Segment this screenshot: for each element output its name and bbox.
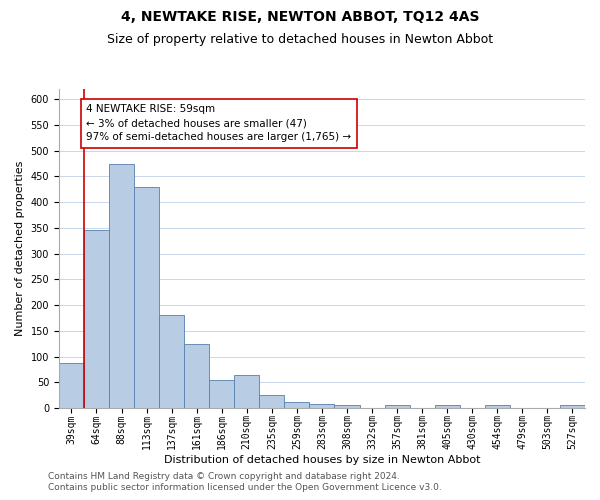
Text: Size of property relative to detached houses in Newton Abbot: Size of property relative to detached ho… — [107, 32, 493, 46]
Bar — [84, 230, 109, 408]
Bar — [259, 395, 284, 408]
Bar — [560, 406, 585, 408]
Bar — [59, 362, 84, 408]
Text: 4 NEWTAKE RISE: 59sqm
← 3% of detached houses are smaller (47)
97% of semi-detac: 4 NEWTAKE RISE: 59sqm ← 3% of detached h… — [86, 104, 352, 142]
Bar — [485, 406, 510, 408]
Bar — [134, 186, 159, 408]
Y-axis label: Number of detached properties: Number of detached properties — [15, 161, 25, 336]
Text: Contains HM Land Registry data © Crown copyright and database right 2024.
Contai: Contains HM Land Registry data © Crown c… — [48, 472, 442, 492]
Bar — [234, 374, 259, 408]
X-axis label: Distribution of detached houses by size in Newton Abbot: Distribution of detached houses by size … — [164, 455, 480, 465]
Bar — [434, 406, 460, 408]
Bar — [209, 380, 234, 408]
Bar — [310, 404, 334, 408]
Bar — [334, 406, 359, 408]
Text: 4, NEWTAKE RISE, NEWTON ABBOT, TQ12 4AS: 4, NEWTAKE RISE, NEWTON ABBOT, TQ12 4AS — [121, 10, 479, 24]
Bar — [385, 406, 410, 408]
Bar — [184, 344, 209, 408]
Bar — [284, 402, 310, 408]
Bar — [109, 164, 134, 408]
Bar — [159, 316, 184, 408]
